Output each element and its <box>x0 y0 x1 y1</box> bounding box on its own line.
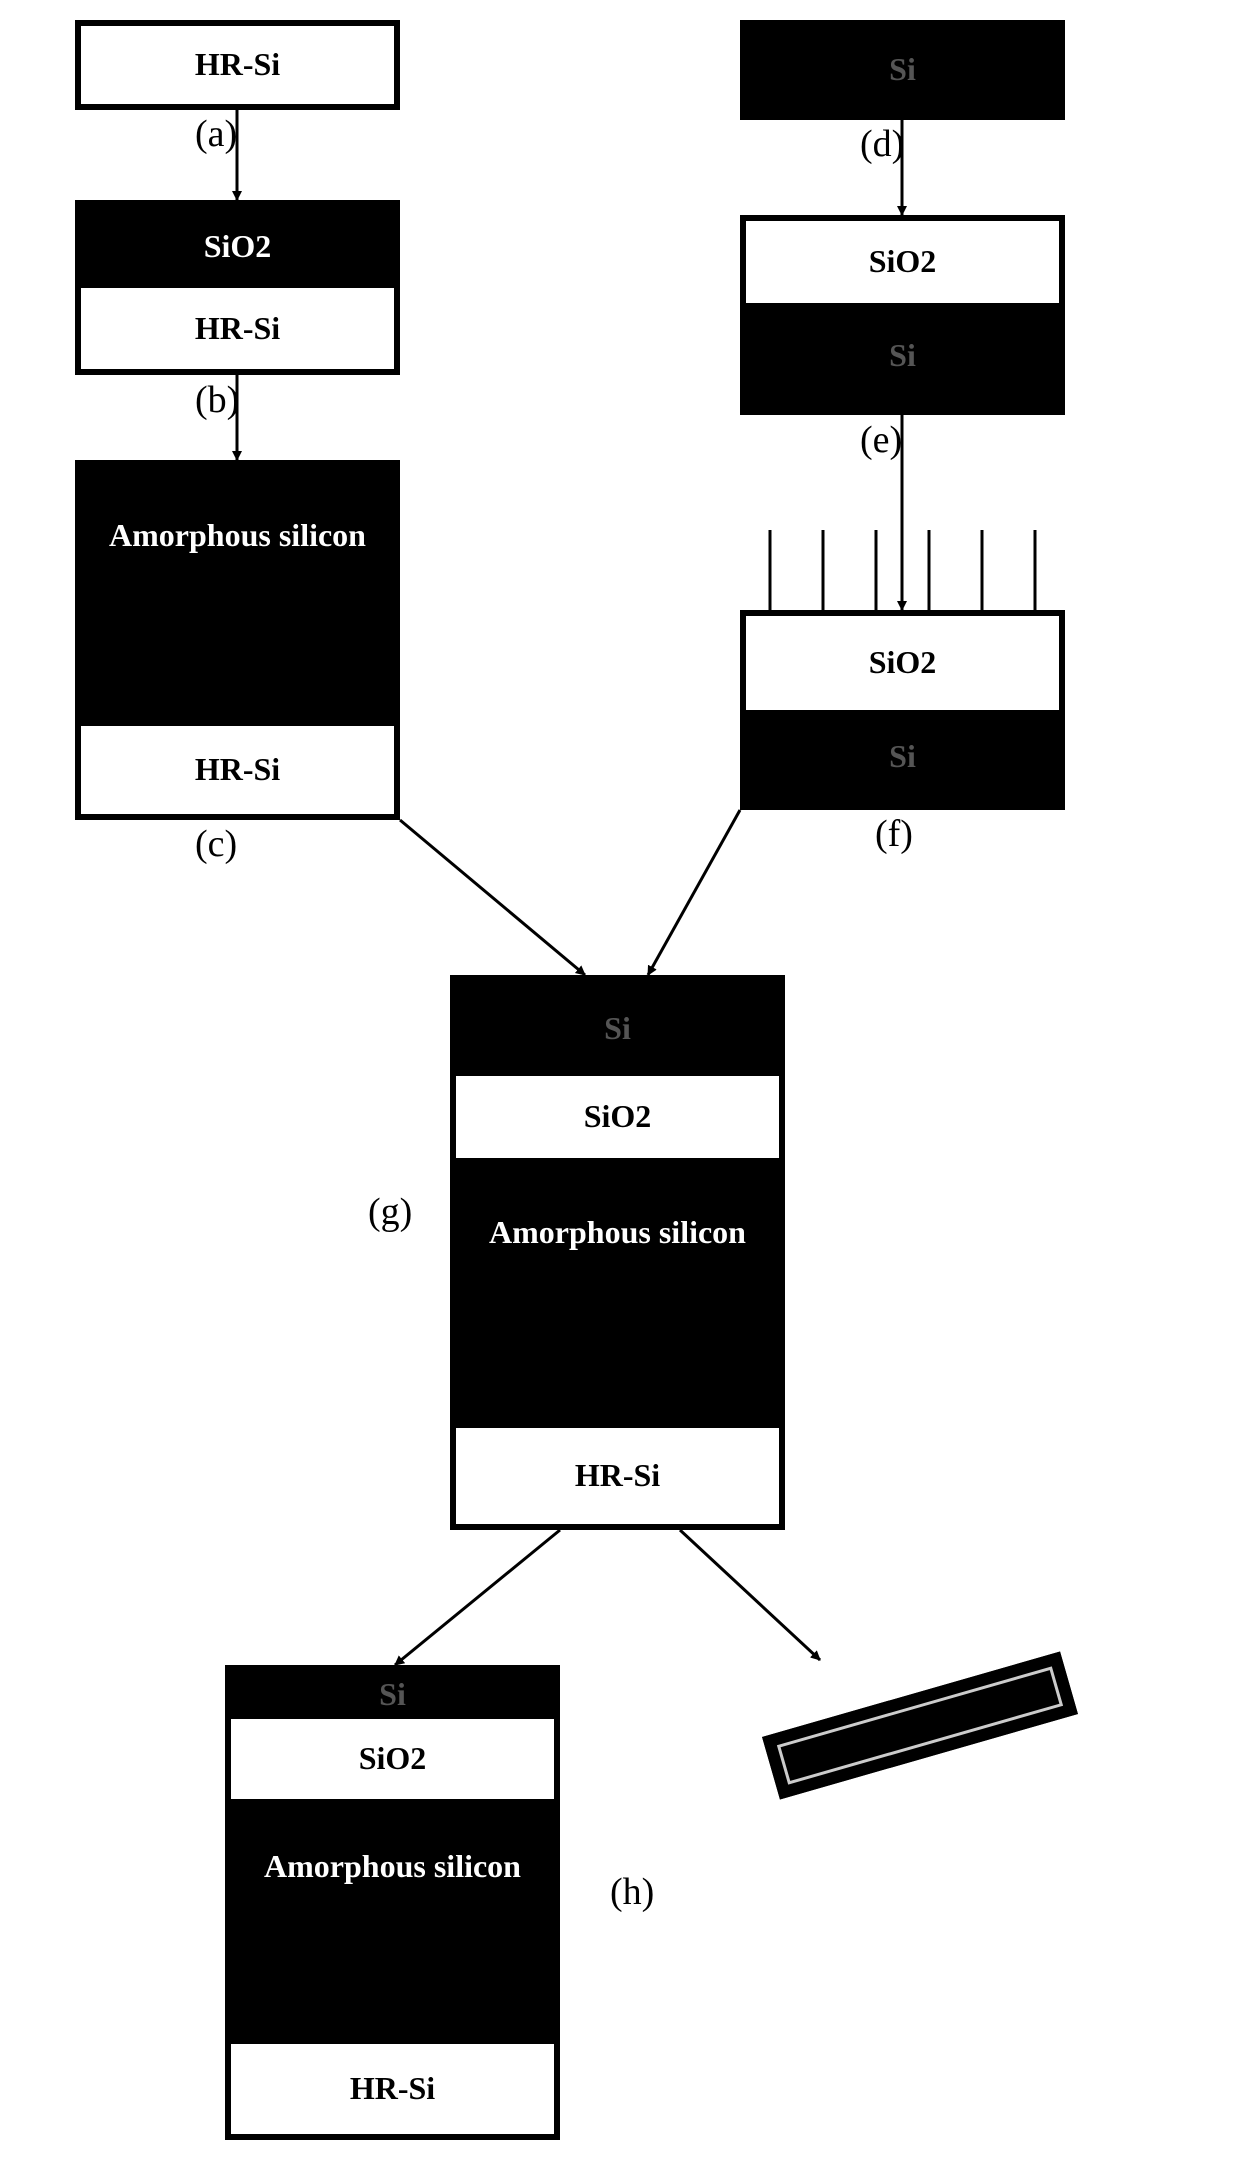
layer-h-2: Amorphous silicon <box>231 1799 554 1934</box>
step-label-e: (e) <box>860 418 902 462</box>
byproduct-chip <box>762 1651 1078 1799</box>
diagram-canvas: HR-SiSiSiO2HR-SiSiO2SiAmorphous siliconS… <box>0 0 1240 2175</box>
stack-g: SiSiO2Amorphous siliconSiO2HR-Si <box>450 975 785 1530</box>
stack-h: SiSiO2Amorphous siliconSiO2HR-Si <box>225 1665 560 2140</box>
stack-e: SiO2Si <box>740 215 1065 415</box>
step-label-g: (g) <box>368 1190 412 1234</box>
layer-b-1: HR-Si <box>81 288 394 370</box>
step-label-h: (h) <box>610 1870 654 1914</box>
layer-h-0: Si <box>231 1671 554 1719</box>
stack-f: SiO2Si <box>740 610 1065 810</box>
step-label-c: (c) <box>195 822 237 866</box>
layer-f-0: SiO2 <box>746 616 1059 710</box>
step-label-f: (f) <box>875 812 913 856</box>
layer-a-0: HR-Si <box>81 26 394 104</box>
layer-e-1: Si <box>746 303 1059 409</box>
layer-d-0: Si <box>746 26 1059 114</box>
step-label-d: (d) <box>860 122 904 166</box>
stack-b: SiO2HR-Si <box>75 200 400 375</box>
layer-c-2: HR-Si <box>81 726 394 814</box>
layer-h-1: SiO2 <box>231 1719 554 1799</box>
layer-c-1: SiO2 <box>81 606 394 726</box>
layer-g-4: HR-Si <box>456 1428 779 1524</box>
layer-f-1: Si <box>746 710 1059 804</box>
layer-g-1: SiO2 <box>456 1076 779 1158</box>
layer-h-3: SiO2 <box>231 1934 554 2044</box>
layer-b-0: SiO2 <box>81 206 394 288</box>
layer-e-0: SiO2 <box>746 221 1059 303</box>
stack-d: Si <box>740 20 1065 120</box>
layer-g-2: Amorphous silicon <box>456 1158 779 1308</box>
layer-h-4: HR-Si <box>231 2044 554 2134</box>
layer-g-0: Si <box>456 981 779 1076</box>
layer-g-3: SiO2 <box>456 1308 779 1428</box>
step-label-a: (a) <box>195 112 237 156</box>
stack-a: HR-Si <box>75 20 400 110</box>
step-label-b: (b) <box>195 378 239 422</box>
stack-c: Amorphous siliconSiO2HR-Si <box>75 460 400 820</box>
layer-c-0: Amorphous silicon <box>81 466 394 606</box>
